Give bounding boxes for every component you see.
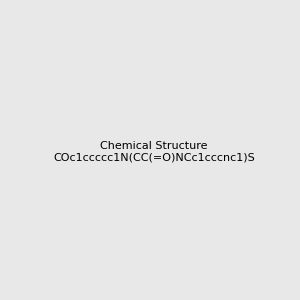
Text: Chemical Structure
COc1ccccc1N(CC(=O)NCc1cccnc1)S: Chemical Structure COc1ccccc1N(CC(=O)NCc… [53, 141, 255, 162]
